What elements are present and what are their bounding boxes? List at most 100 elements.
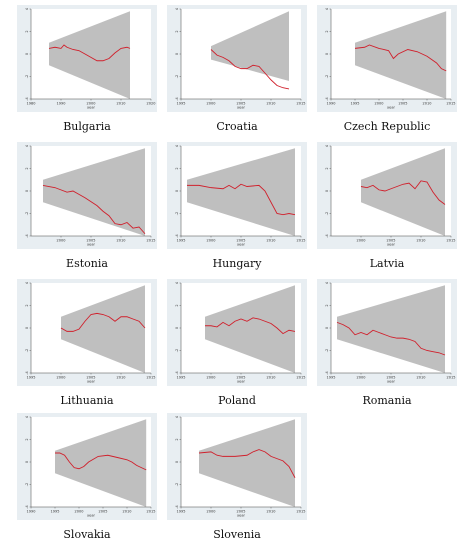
- panel-slovenia: -4 -2 0 2 4 1995 2000 2005 2010 2015 year Slovenia: [162, 413, 312, 541]
- y-tick-label: 2: [25, 304, 29, 306]
- series-line: [42, 184, 146, 235]
- chart-title: Romania: [362, 394, 412, 407]
- y-tick-label: -2: [175, 75, 179, 79]
- y-tick-label: -4: [25, 504, 29, 508]
- panel-poland: -4 -2 0 2 4 1995 2000 2005 2010 2015 year Poland: [162, 279, 312, 407]
- y-tick-label: 4: [175, 144, 179, 147]
- line-chart: -4 -2 0 2 4 1990 1995 2000 2005 2010 2015 year: [325, 7, 456, 110]
- panel-czech-republic: -4 -2 0 2 4 1990 1995 2000 2005 2010 2015 year Czec…: [312, 5, 462, 133]
- chart-frame: -4 -2 0 2 4 1995 2000 2005 2010 2015 year: [167, 5, 307, 112]
- x-axis-label: year: [87, 106, 95, 110]
- series-line: [187, 183, 296, 216]
- x-tick-label: 2000: [75, 510, 84, 514]
- x-tick-label: 2000: [357, 239, 366, 243]
- y-tick-label: 0: [25, 327, 29, 329]
- x-tick-label: 2015: [147, 510, 156, 514]
- y-tick-label: 2: [175, 304, 179, 306]
- series-line: [360, 180, 446, 205]
- line-chart: -4 -2 0 2 4 1995 2000 2005 2010 2015 year: [175, 7, 306, 110]
- x-tick-label: 2020: [147, 102, 156, 106]
- x-axis-label: year: [237, 106, 245, 110]
- y-tick-label: -2: [25, 212, 29, 216]
- x-axis-label: year: [387, 243, 395, 247]
- y-tick-label: 4: [25, 7, 29, 10]
- panel-hungary: -4 -2 0 2 4 1995 2000 2005 2010 2015 year Hungary: [162, 142, 312, 270]
- chart-title: Poland: [218, 394, 256, 407]
- series-line: [48, 44, 131, 62]
- y-tick-label: 2: [175, 30, 179, 32]
- y-tick-label: 0: [325, 327, 329, 329]
- line-chart: -4 -2 0 2 4 1995 2000 2005 2010 2015 year: [325, 281, 455, 384]
- y-tick-label: 2: [25, 438, 29, 440]
- y-tick-label: -4: [25, 96, 29, 100]
- x-tick-label: 1995: [51, 510, 60, 514]
- series-line: [354, 44, 447, 72]
- series-line: [198, 449, 296, 478]
- x-tick-label: 2010: [417, 239, 426, 243]
- confidence-band: [361, 148, 445, 236]
- x-axis-label: year: [387, 380, 395, 384]
- chart-title: Latvia: [369, 257, 405, 270]
- panel-estonia: -4 -2 0 2 4 2000 2005 2010 2015 year Estonia: [12, 142, 162, 270]
- chart-title: Bulgaria: [63, 120, 111, 133]
- x-tick-label: 2010: [423, 102, 432, 106]
- series-line: [205, 317, 296, 335]
- line-chart: -4 -2 0 2 4 2000 2005 2010 2015 year: [25, 144, 156, 247]
- y-tick-label: 4: [175, 7, 179, 10]
- confidence-band: [199, 419, 295, 507]
- x-tick-label: 1995: [351, 102, 360, 106]
- y-tick-label: -4: [25, 370, 29, 374]
- x-axis-label: year: [387, 106, 395, 110]
- panel-slovakia: -4 -2 0 2 4 1990 1995 2000 2005 2010 2015 year Slov…: [12, 413, 162, 541]
- y-tick-label: 0: [325, 190, 329, 192]
- y-tick-label: -4: [175, 370, 179, 374]
- x-tick-label: 1990: [57, 102, 66, 106]
- chart-frame: -4 -2 0 2 4 1990 1995 2000 2005 2010 2015 year: [17, 413, 157, 520]
- x-tick-label: 2015: [147, 239, 156, 243]
- y-tick-label: -4: [325, 96, 329, 100]
- x-tick-label: 2015: [447, 102, 456, 106]
- x-tick-label: 2000: [57, 376, 66, 380]
- chart-frame: -4 -2 0 2 4 1980 1990 2000 2010 2020 year: [17, 5, 157, 112]
- x-tick-label: 2000: [207, 510, 216, 514]
- series-line: [55, 452, 147, 471]
- y-tick-label: -2: [325, 349, 329, 353]
- confidence-band: [211, 11, 289, 81]
- x-tick-label: 2015: [297, 102, 306, 106]
- chart-frame: -4 -2 0 2 4 2000 2005 2010 2015 year: [17, 142, 157, 249]
- x-tick-label: 2000: [375, 102, 384, 106]
- chart-title: Slovakia: [63, 528, 111, 541]
- chart-frame: -4 -2 0 2 4 1995 2000 2005 2010 2015 year: [167, 142, 307, 249]
- x-tick-label: 2000: [207, 376, 216, 380]
- chart-frame: -4 -2 0 2 4 1995 2000 2005 2010 2015 year: [17, 279, 157, 386]
- confidence-band: [61, 285, 145, 373]
- chart-frame: -4 -2 0 2 4 1995 2000 2005 2010 2015 year: [167, 413, 307, 520]
- chart-frame: -4 -2 0 2 4 1990 1995 2000 2005 2010 2015 year: [317, 5, 457, 112]
- y-tick-label: 4: [25, 144, 29, 147]
- y-tick-label: 4: [25, 415, 29, 418]
- y-tick-label: 4: [325, 144, 329, 147]
- chart-frame: -4 -2 0 2 4 1995 2000 2005 2010 2015 year: [167, 279, 307, 386]
- x-tick-label: 2010: [267, 102, 276, 106]
- chart-frame: -4 -2 0 2 4 2000 2005 2010 2015 year: [317, 142, 457, 249]
- y-tick-label: 2: [325, 30, 329, 32]
- y-tick-label: -2: [175, 483, 179, 487]
- line-chart: -4 -2 0 2 4 1995 2000 2005 2010 2015 year: [175, 415, 305, 517]
- chart-title: Hungary: [212, 257, 262, 270]
- panel-latvia: -4 -2 0 2 4 2000 2005 2010 2015 year Latvia: [312, 142, 462, 270]
- x-tick-label: 1990: [327, 102, 336, 106]
- y-tick-label: 4: [325, 7, 329, 10]
- y-tick-label: -2: [25, 349, 29, 353]
- x-tick-label: 2005: [237, 102, 246, 106]
- x-tick-label: 2005: [87, 239, 96, 243]
- line-chart: -4 -2 0 2 4 1995 2000 2005 2010 2015 year: [25, 281, 155, 383]
- x-tick-label: 2005: [387, 376, 396, 380]
- x-tick-label: 2005: [237, 376, 246, 380]
- x-axis-label: year: [87, 243, 95, 247]
- confidence-band: [49, 11, 130, 99]
- x-tick-label: 1995: [27, 376, 36, 380]
- y-tick-label: 4: [25, 281, 29, 284]
- x-tick-label: 2010: [417, 376, 426, 380]
- y-tick-label: -4: [325, 233, 329, 237]
- chart-title: Lithuania: [60, 394, 114, 407]
